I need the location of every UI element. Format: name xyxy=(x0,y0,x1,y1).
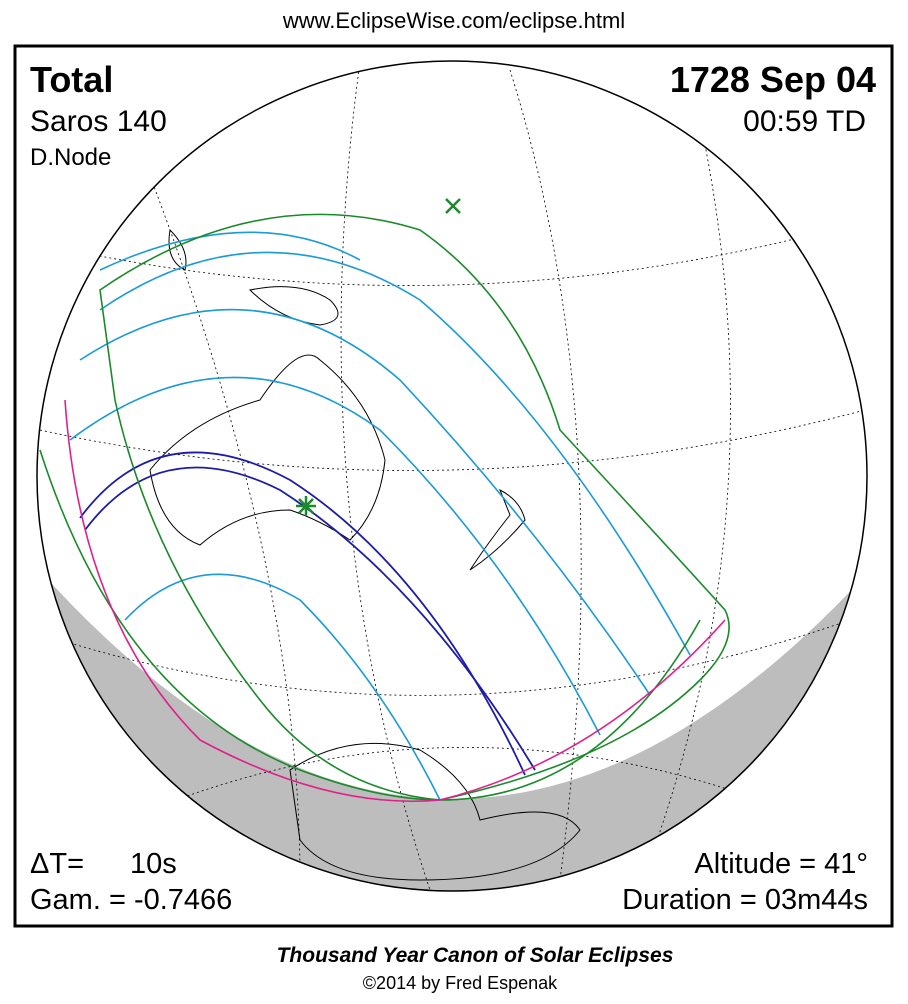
green-curves xyxy=(39,213,730,801)
time: 00:59 TD xyxy=(743,105,866,138)
node: D.Node xyxy=(30,144,111,171)
cyan-curves xyxy=(69,231,691,801)
globe-outline xyxy=(36,60,868,892)
saros: Saros 140 xyxy=(30,105,167,138)
footer-credit: ©2014 by Fred Espenak xyxy=(363,973,558,993)
delta-t-label: ΔT= xyxy=(30,848,84,880)
duration: Duration = 03m44s xyxy=(622,884,868,916)
marker-x xyxy=(445,198,461,214)
globe xyxy=(37,61,867,891)
date: 1728 Sep 04 xyxy=(670,59,876,100)
gamma: Gam. = -0.7466 xyxy=(30,884,232,916)
delta-t-value: 10s xyxy=(130,848,177,880)
eclipse-type: Total xyxy=(30,59,113,100)
greatest-eclipse-star xyxy=(296,496,316,516)
footer-title: Thousand Year Canon of Solar Eclipses xyxy=(277,944,674,967)
limit-curve xyxy=(64,399,726,803)
central-path xyxy=(79,451,536,776)
coastlines xyxy=(149,228,581,881)
altitude: Altitude = 41° xyxy=(694,848,868,880)
url: www.EclipseWise.com/eclipse.html xyxy=(282,8,625,33)
